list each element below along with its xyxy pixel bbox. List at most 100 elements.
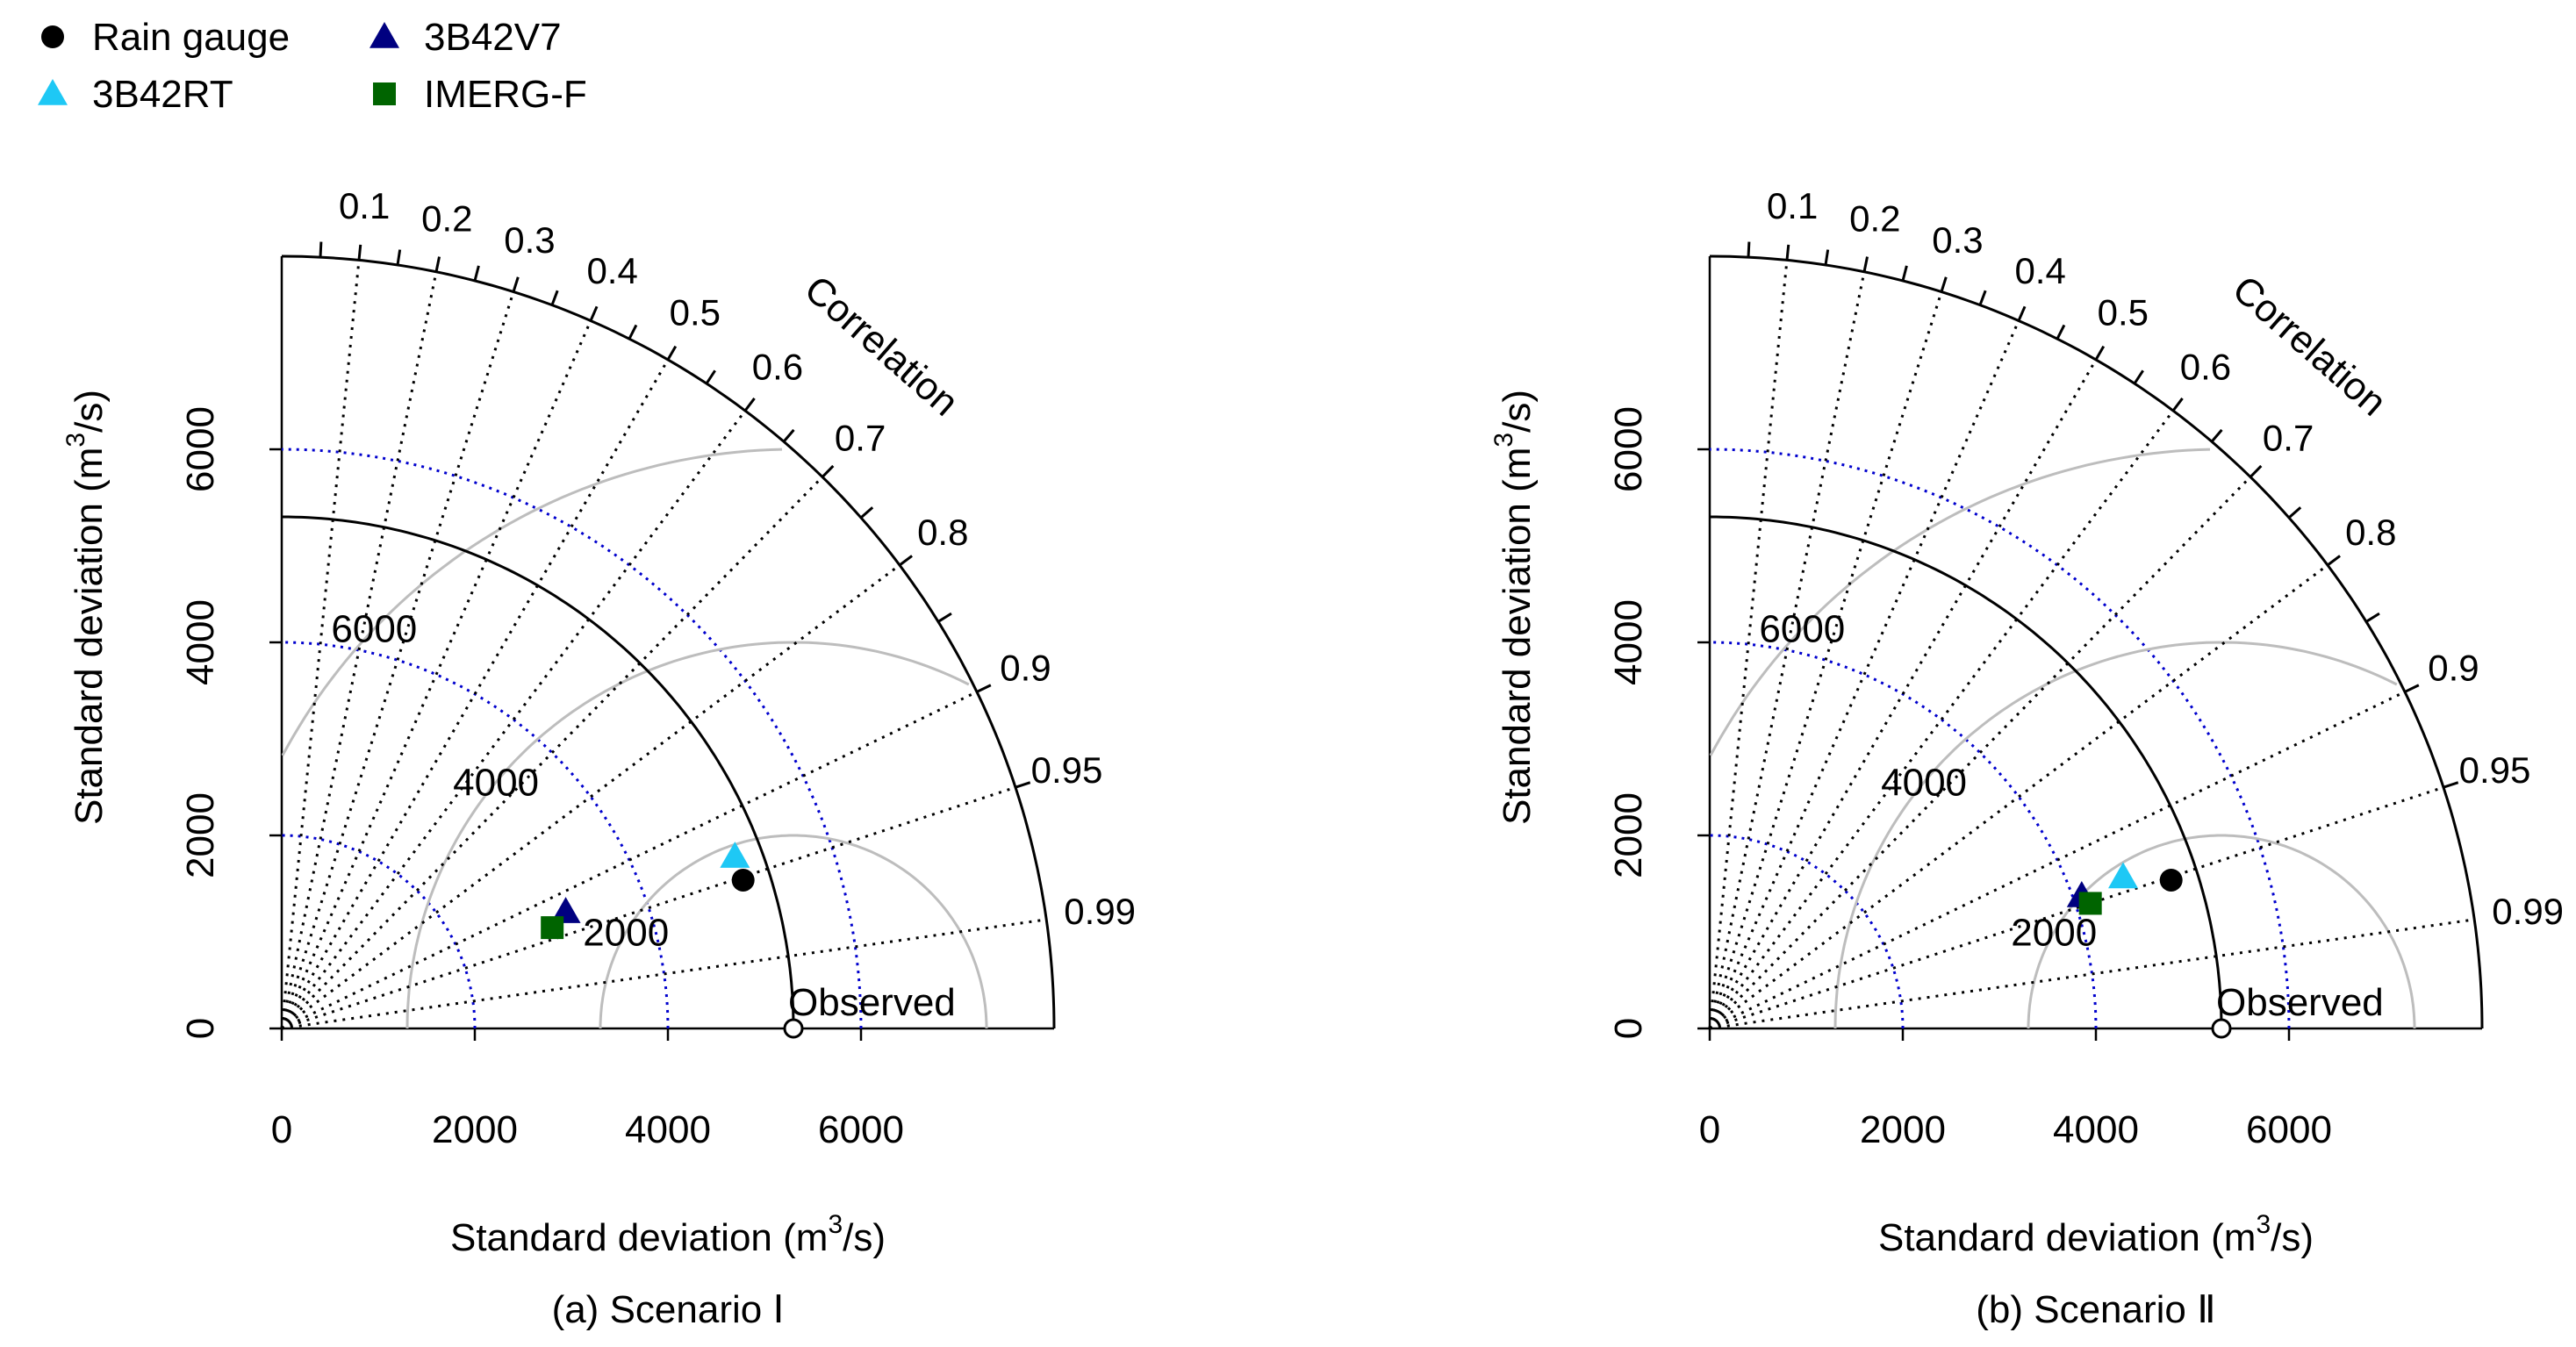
correlation-tick-mark (860, 506, 874, 519)
correlation-tick-mark (1015, 781, 1031, 789)
correlation-tick-label-0.7: 0.7 (835, 418, 886, 459)
x-axis-title: Standard deviation (m3/s) (450, 1210, 886, 1259)
correlation-line-0.2 (1708, 271, 1866, 1029)
sd-circle-2000 (282, 834, 477, 1028)
x-tick-label-0: 0 (271, 1108, 292, 1151)
correlation-line-0.4 (1708, 319, 2020, 1029)
correlation-tick-mark (1747, 241, 1751, 258)
correlation-tick-label-0.95: 0.95 (2459, 749, 2531, 791)
correlation-tick-mark (821, 464, 835, 478)
legend-marker-3b42v7 (370, 22, 399, 48)
sd-circle-6000 (281, 448, 863, 1029)
correlation-tick-mark (937, 612, 952, 623)
data-point-rain-gauge (731, 868, 755, 892)
correlation-tick-label-0.6: 0.6 (752, 347, 803, 388)
data-point-imerg-f (2078, 892, 2102, 915)
rmsd-arc-4000 (405, 641, 970, 1029)
correlation-line-0.2 (280, 271, 438, 1029)
correlation-tick-label-0.2: 0.2 (1849, 197, 1900, 239)
correlation-line-0.3 (280, 291, 515, 1029)
y-tick-label-0: 0 (179, 1018, 222, 1039)
correlation-tick-mark (2365, 612, 2380, 623)
correlation-tick-mark (1940, 276, 1948, 292)
correlation-line-0.6 (280, 410, 747, 1029)
correlation-tick-mark (512, 276, 520, 292)
correlation-tick-label-0.5: 0.5 (2098, 292, 2149, 333)
correlation-tick-mark (2056, 324, 2066, 340)
legend: Rain gauge 3B42V7 3B42RT IMERG-F (38, 16, 587, 116)
correlation-tick-mark (2288, 506, 2302, 519)
correlation-line-0.9 (281, 691, 978, 1030)
y-axis-title: Standard deviation (m3/s) (61, 390, 111, 825)
correlation-tick-mark (899, 555, 913, 567)
correlation-tick-label-0.4: 0.4 (586, 250, 637, 291)
legend-marker-3b42rt (38, 79, 68, 105)
x-tick-label-4000: 4000 (2053, 1108, 2139, 1151)
correlation-tick-mark (1901, 265, 1908, 282)
x-tick-label-0: 0 (1699, 1108, 1720, 1151)
data-point-3b42rt (2108, 862, 2139, 889)
y-tick-label-2000: 2000 (1607, 792, 1650, 878)
correlation-tick-mark (782, 428, 795, 443)
correlation-tick-mark (589, 305, 599, 322)
rmsd-arc-6000 (281, 448, 783, 756)
correlation-tick-label-0.5: 0.5 (670, 292, 721, 333)
outer-arc (281, 254, 1056, 1029)
observed-label: Observed (2216, 981, 2384, 1024)
correlation-tick-mark (1862, 256, 1869, 273)
legend-label-3b42v7: 3B42V7 (424, 16, 562, 59)
rmsd-arc-4000 (1833, 641, 2398, 1029)
correlation-line-0.7 (280, 476, 824, 1030)
panel-caption: (a) Scenario Ⅰ (552, 1288, 785, 1331)
x-tick-label-6000: 6000 (818, 1108, 904, 1151)
correlation-line-0.95 (1709, 785, 2444, 1030)
y-tick-label-0: 0 (1607, 1018, 1650, 1039)
correlation-tick-label-0.1: 0.1 (339, 185, 390, 226)
taylor-panel-scenario-2: 2000 4000 6000 0.1 0.2 0.3 0.4 0.5 0.6 0.7 0.8 0.9 0… (1489, 185, 2564, 1331)
y-tick-label-6000: 6000 (179, 406, 222, 492)
correlation-line-0.4 (280, 319, 592, 1029)
correlation-tick-mark (2017, 305, 2027, 322)
rmsd-label-2000: 2000 (2011, 911, 2097, 954)
correlation-tick-mark (743, 398, 756, 412)
correlation-tick-mark (1785, 244, 1790, 261)
correlation-tick-label-0.8: 0.8 (2345, 512, 2396, 553)
correlation-tick-label-0.99: 0.99 (1064, 891, 1136, 932)
observed-sd-arc (1710, 515, 2223, 1028)
correlation-tick-mark (473, 265, 480, 282)
outer-arc (1709, 254, 2484, 1029)
correlation-tick-mark (666, 345, 678, 361)
correlation-tick-mark (2094, 345, 2106, 361)
correlation-tick-label-0.7: 0.7 (2263, 418, 2314, 459)
rmsd-label-4000: 4000 (453, 761, 539, 804)
correlation-tick-label-0.95: 0.95 (1031, 749, 1103, 791)
x-tick-label-6000: 6000 (2246, 1108, 2332, 1151)
correlation-line-0.6 (1708, 410, 2175, 1029)
correlation-tick-mark (628, 324, 638, 340)
observed-label: Observed (788, 981, 956, 1024)
correlation-tick-mark (396, 249, 402, 266)
correlation-title: Correlation (2224, 268, 2394, 425)
rmsd-label-6000: 6000 (1759, 608, 1845, 651)
correlation-line-0.5 (280, 359, 670, 1029)
correlation-tick-mark (2133, 369, 2144, 384)
correlation-tick-label-0.4: 0.4 (2014, 250, 2065, 291)
legend-marker-rain-gauge (41, 25, 64, 48)
legend-label-rain-gauge: Rain gauge (92, 16, 290, 59)
y-tick-label-6000: 6000 (1607, 406, 1650, 492)
correlation-line-0.5 (1708, 359, 2098, 1029)
data-point-imerg-f (541, 916, 564, 940)
panel-caption: (b) Scenario Ⅱ (1976, 1288, 2216, 1331)
correlation-tick-mark (2404, 684, 2420, 693)
sd-circle-2000 (1710, 834, 1905, 1028)
correlation-tick-mark (976, 684, 992, 693)
x-tick-label-2000: 2000 (1860, 1108, 1946, 1151)
correlation-line-0.95 (281, 785, 1016, 1030)
correlation-tick-mark (319, 241, 323, 258)
correlation-tick-mark (357, 244, 362, 261)
correlation-title: Correlation (796, 268, 966, 425)
x-tick-label-2000: 2000 (432, 1108, 518, 1151)
y-axis-title: Standard deviation (m3/s) (1489, 390, 1539, 825)
rmsd-arc-6000 (1709, 448, 2211, 756)
correlation-line-0.1 (280, 260, 361, 1029)
